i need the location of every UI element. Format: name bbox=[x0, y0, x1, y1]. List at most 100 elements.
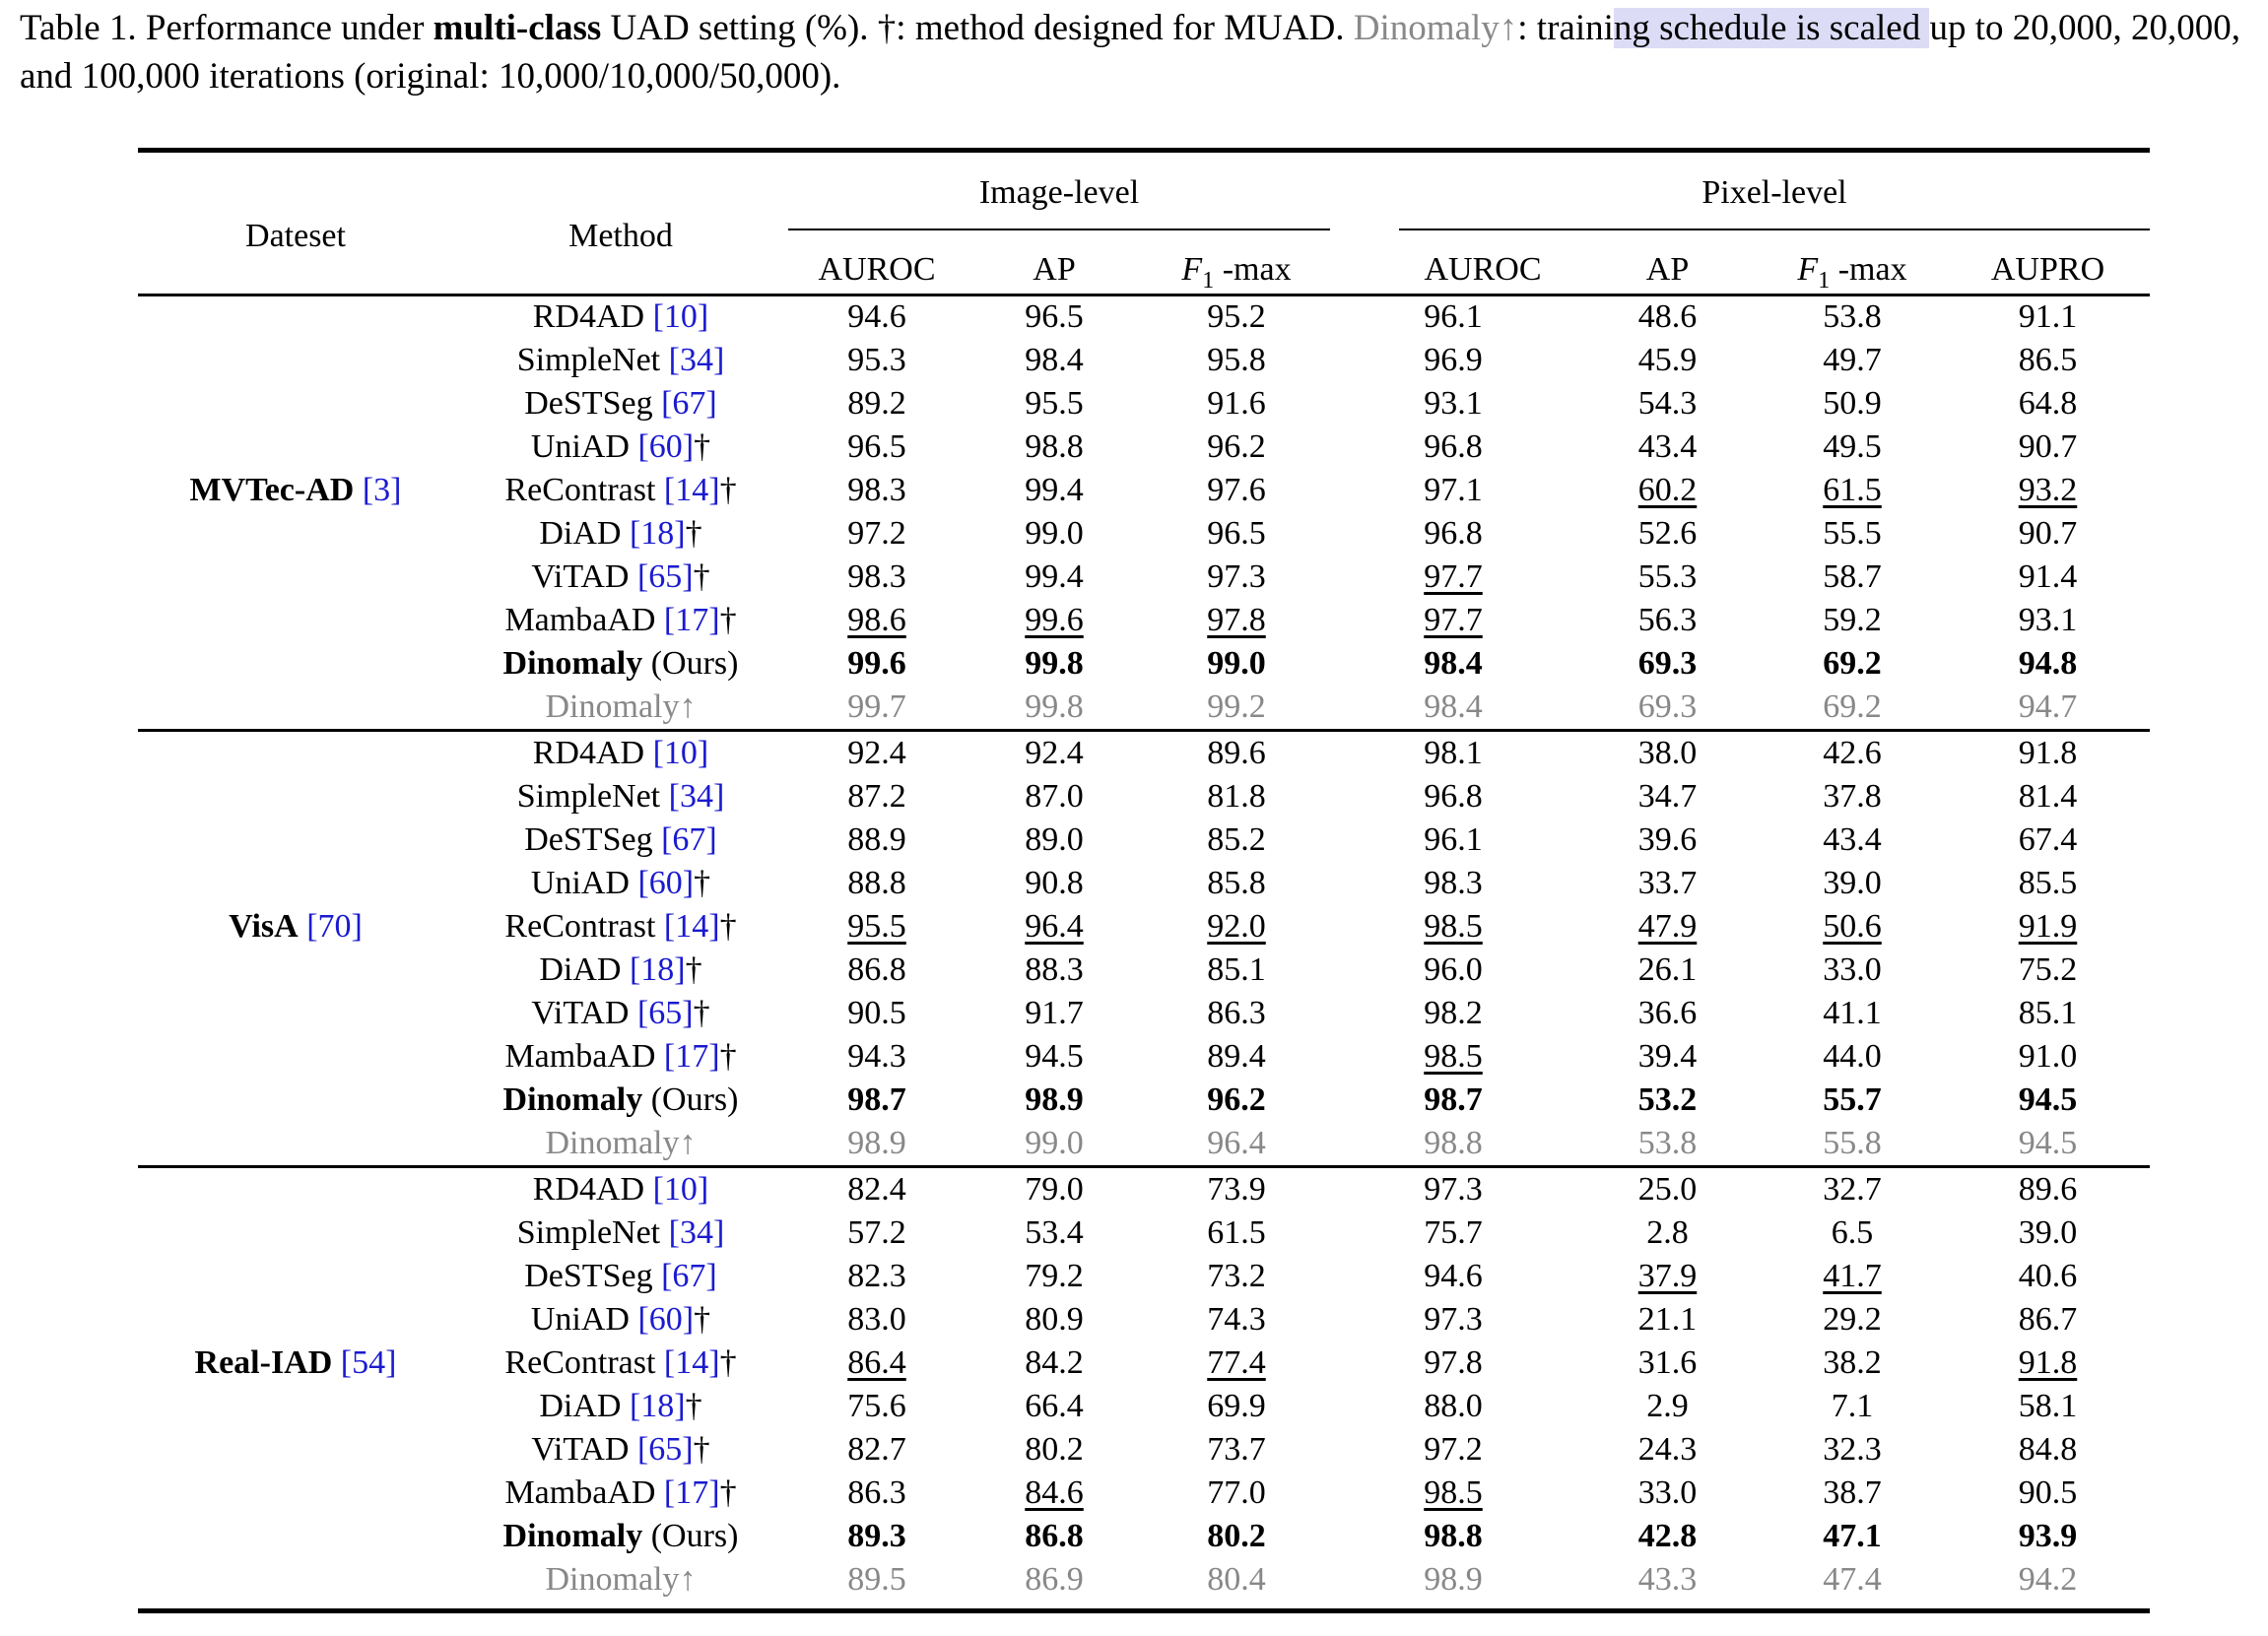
value-cell: 87.2 bbox=[788, 775, 966, 818]
dataset-cell bbox=[138, 862, 453, 905]
method-ref[interactable]: [60] bbox=[637, 1301, 695, 1338]
dagger-mark: † bbox=[719, 908, 737, 945]
value-cell: 89.5 bbox=[788, 1558, 966, 1602]
metric-value: 89.5 bbox=[847, 1561, 906, 1598]
method-ref[interactable]: [34] bbox=[668, 342, 725, 378]
metric-value: 90.5 bbox=[2018, 1474, 2078, 1511]
metric-value: 98.5 bbox=[1424, 1474, 1483, 1511]
dataset-cell bbox=[138, 599, 453, 642]
method-ref[interactable]: [65] bbox=[636, 558, 694, 595]
value-cell: 86.8 bbox=[788, 949, 966, 992]
metric-value: 89.2 bbox=[847, 385, 906, 422]
dagger-mark: † bbox=[685, 951, 702, 988]
method-ref[interactable]: [14] bbox=[663, 1344, 720, 1381]
method-ref[interactable]: [34] bbox=[668, 1214, 725, 1251]
method-cell: ViTAD [65]† bbox=[453, 556, 788, 599]
metric-value: 37.8 bbox=[1823, 778, 1882, 815]
method-cell: UniAD [60]† bbox=[453, 1298, 788, 1342]
method-ref[interactable]: [14] bbox=[663, 472, 720, 508]
value-cell: 25.0 bbox=[1576, 1165, 1759, 1211]
dataset-cell bbox=[138, 1079, 453, 1122]
value-cell: 97.8 bbox=[1330, 1342, 1576, 1385]
metric-value: 86.3 bbox=[847, 1474, 906, 1511]
method-ref[interactable]: [10] bbox=[652, 298, 709, 335]
metric-value: 44.0 bbox=[1823, 1038, 1882, 1075]
table-row: MambaAD [17]† 98.6 99.6 97.8 97.7 56.3 59.2 93.… bbox=[138, 599, 2150, 642]
dagger-mark: † bbox=[719, 472, 737, 508]
dagger-mark: † bbox=[694, 428, 711, 465]
value-cell: 54.3 bbox=[1576, 382, 1759, 425]
metric-value: 41.7 bbox=[1823, 1258, 1882, 1294]
value-cell: 85.1 bbox=[1143, 949, 1330, 992]
method-cell: ViTAD [65]† bbox=[453, 992, 788, 1035]
method-name: MambaAD bbox=[504, 1038, 664, 1075]
dataset-ref[interactable]: [54] bbox=[340, 1344, 397, 1381]
method-ref[interactable]: [17] bbox=[663, 602, 720, 638]
method-ref[interactable]: [65] bbox=[636, 995, 694, 1031]
dataset-cell bbox=[138, 1515, 453, 1558]
dataset-ref[interactable]: [70] bbox=[306, 908, 363, 945]
value-cell: 89.0 bbox=[966, 818, 1143, 862]
metric-value: 89.4 bbox=[1207, 1038, 1266, 1075]
value-cell: 52.6 bbox=[1576, 512, 1759, 556]
method-ref[interactable]: [60] bbox=[637, 865, 695, 901]
method-ref[interactable]: [65] bbox=[636, 1431, 694, 1468]
metric-value: 96.8 bbox=[1424, 778, 1483, 815]
value-cell: 43.4 bbox=[1759, 818, 1946, 862]
method-ref[interactable]: [67] bbox=[661, 1258, 717, 1294]
method-cell: DiAD [18]† bbox=[453, 949, 788, 992]
metric-value: 80.9 bbox=[1025, 1301, 1084, 1338]
metric-value: 55.8 bbox=[1823, 1125, 1882, 1161]
value-cell: 81.8 bbox=[1143, 775, 1330, 818]
value-cell: 47.1 bbox=[1759, 1515, 1946, 1558]
metric-value: 86.5 bbox=[2018, 342, 2078, 378]
method-name: RD4AD bbox=[532, 1171, 653, 1208]
metric-value: 24.3 bbox=[1637, 1431, 1698, 1468]
method-ref[interactable]: [18] bbox=[629, 951, 686, 988]
method-ref[interactable]: [67] bbox=[661, 385, 717, 422]
method-name: Dinomaly↑ bbox=[545, 1125, 697, 1161]
metric-value: 42.6 bbox=[1823, 735, 1882, 771]
method-ref[interactable]: [10] bbox=[652, 1171, 709, 1208]
value-cell: 91.0 bbox=[1946, 1035, 2150, 1079]
method-ref[interactable]: [17] bbox=[663, 1474, 720, 1511]
metric-value: 98.2 bbox=[1424, 995, 1483, 1031]
metric-value: 86.4 bbox=[847, 1344, 906, 1381]
value-cell: 73.7 bbox=[1143, 1428, 1330, 1472]
method-ref[interactable]: [17] bbox=[663, 1038, 720, 1075]
column-header-2: F1 -max bbox=[1181, 251, 1292, 294]
value-cell: 89.6 bbox=[1143, 729, 1330, 775]
metric-value: 38.0 bbox=[1637, 735, 1698, 771]
column-header-6: AUPRO bbox=[1990, 251, 2105, 288]
metric-value: 84.2 bbox=[1025, 1344, 1084, 1381]
metric-value: 93.1 bbox=[2018, 602, 2078, 638]
value-cell: 96.8 bbox=[1330, 512, 1576, 556]
dagger-mark: † bbox=[693, 1431, 710, 1468]
value-cell: 95.8 bbox=[1143, 339, 1330, 382]
method-ref[interactable]: [14] bbox=[663, 908, 720, 945]
method-cell: UniAD [60]† bbox=[453, 425, 788, 469]
metric-value: 33.0 bbox=[1637, 1474, 1698, 1511]
metric-value: 98.3 bbox=[1424, 865, 1483, 901]
table-row: MambaAD [17]† 86.3 84.6 77.0 98.5 33.0 38.7 90.… bbox=[138, 1472, 2150, 1515]
method-ref[interactable]: [10] bbox=[652, 735, 709, 771]
value-cell: 85.5 bbox=[1946, 862, 2150, 905]
method-ref[interactable]: [34] bbox=[668, 778, 725, 815]
value-cell: 99.6 bbox=[788, 642, 966, 686]
method-ref[interactable]: [60] bbox=[637, 428, 695, 465]
value-cell: 66.4 bbox=[966, 1385, 1143, 1428]
value-cell: 55.8 bbox=[1759, 1122, 1946, 1167]
value-cell: 38.7 bbox=[1759, 1472, 1946, 1515]
metric-value: 90.5 bbox=[847, 995, 906, 1031]
method-ref[interactable]: [67] bbox=[661, 821, 717, 858]
value-cell: 93.1 bbox=[1330, 382, 1576, 425]
value-cell: 98.9 bbox=[1330, 1558, 1576, 1602]
metric-value: 41.1 bbox=[1823, 995, 1882, 1031]
metric-value: 43.3 bbox=[1637, 1561, 1698, 1598]
method-ref[interactable]: [18] bbox=[629, 1388, 686, 1424]
method-ref[interactable]: [18] bbox=[629, 515, 686, 552]
metric-value: 39.6 bbox=[1637, 821, 1698, 858]
dataset-ref[interactable]: [3] bbox=[362, 472, 402, 508]
dataset-cell bbox=[138, 1428, 453, 1472]
method-cell: MambaAD [17]† bbox=[453, 599, 788, 642]
